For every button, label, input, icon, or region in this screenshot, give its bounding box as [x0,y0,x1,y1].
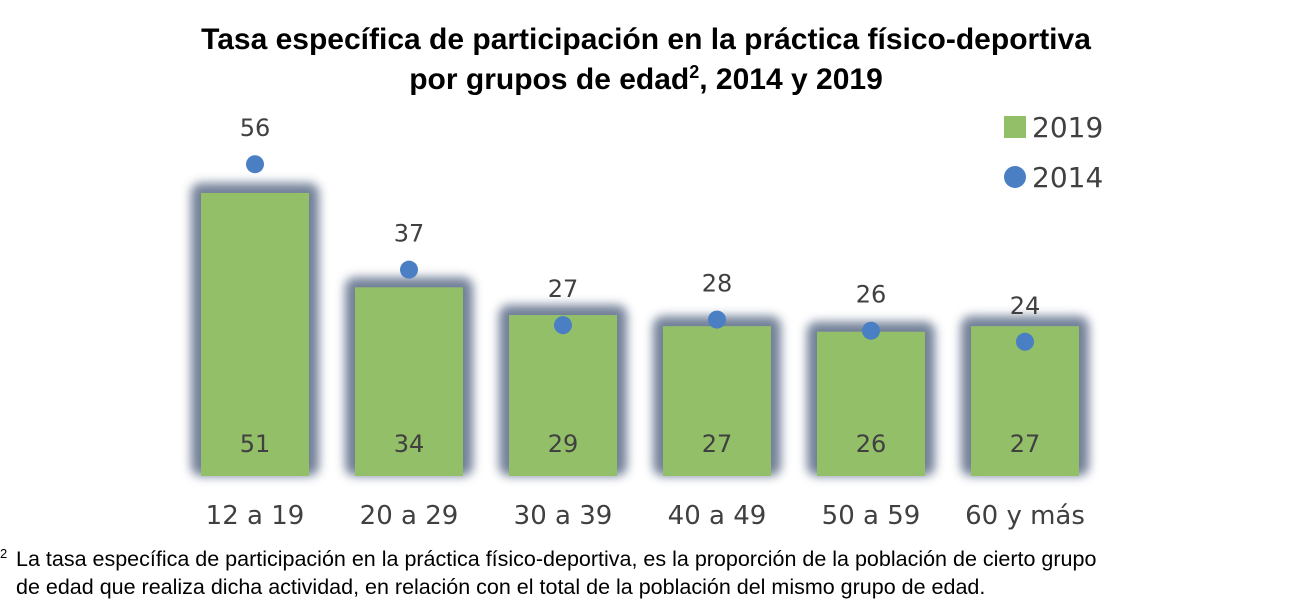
dot-value-label: 27 [548,275,579,303]
bar-2019 [817,331,925,476]
chart-plot: 51 56 12 a 19 34 37 20 a 29 29 27 30 a 39 27 28 40 … [191,114,1089,531]
dot-value-label: 37 [394,220,425,248]
legend-item-2014: 2014 [1004,152,1103,202]
bar-value-label: 29 [548,430,579,458]
bar-value-label: 26 [856,430,887,458]
chart-title-line2: por grupos de edad2, 2014 y 2019 [0,60,1292,100]
chart-title-superscript: 2 [689,62,700,82]
x-tick-label: 12 a 19 [206,501,305,531]
bar-value-label: 27 [702,430,733,458]
footnote-line-1: 2 La tasa específica de participación en … [0,540,1308,573]
legend-swatch-2019 [1004,116,1026,138]
bar-2019 [509,315,617,476]
x-tick-label: 50 a 59 [822,501,921,531]
footnote: 2 La tasa específica de participación en … [0,540,1308,601]
bar-value-label: 51 [240,430,271,458]
bar-value-label: 34 [394,430,425,458]
dot-2014 [554,316,572,335]
dot-2014 [246,155,264,174]
chart-title-years: , 2014 y 2019 [699,63,883,96]
legend-swatch-2014 [1004,166,1026,188]
dot-2014 [400,260,418,279]
x-tick-label: 20 a 29 [360,501,459,531]
legend-item-2019: 2019 [1004,102,1103,152]
x-tick-label: 60 y más [965,501,1085,531]
dot-value-label: 26 [856,281,887,309]
footnote-text-1: La tasa específica de participación en l… [16,547,1097,572]
bar-2019 [355,287,463,476]
dot-2014 [708,310,726,329]
legend-label-2019: 2019 [1032,110,1104,144]
dot-value-label: 56 [240,114,271,142]
dot-value-label: 28 [702,270,733,298]
bar-2019 [201,192,309,476]
chart-title-line2-text: por grupos de edad [409,63,690,96]
legend-label-2014: 2014 [1032,160,1104,194]
dot-2014 [1016,332,1034,351]
chart-title: Tasa específica de participación en la p… [0,20,1292,100]
footnote-text-2: de edad que realiza dicha actividad, en … [16,575,986,600]
bar-2019 [663,326,771,476]
bar-value-label: 27 [1010,430,1041,458]
dot-value-label: 24 [1010,292,1041,320]
chart-title-line1: Tasa específica de participación en la p… [201,23,1091,56]
chart-legend: 2019 2014 [1004,102,1103,202]
dot-2014 [862,321,880,340]
x-tick-label: 30 a 39 [514,501,613,531]
footnote-line-2: de edad que realiza dicha actividad, en … [0,573,1308,601]
x-tick-label: 40 a 49 [668,501,767,531]
footnote-mark: 2 [0,546,8,561]
bar-2019 [971,326,1079,476]
